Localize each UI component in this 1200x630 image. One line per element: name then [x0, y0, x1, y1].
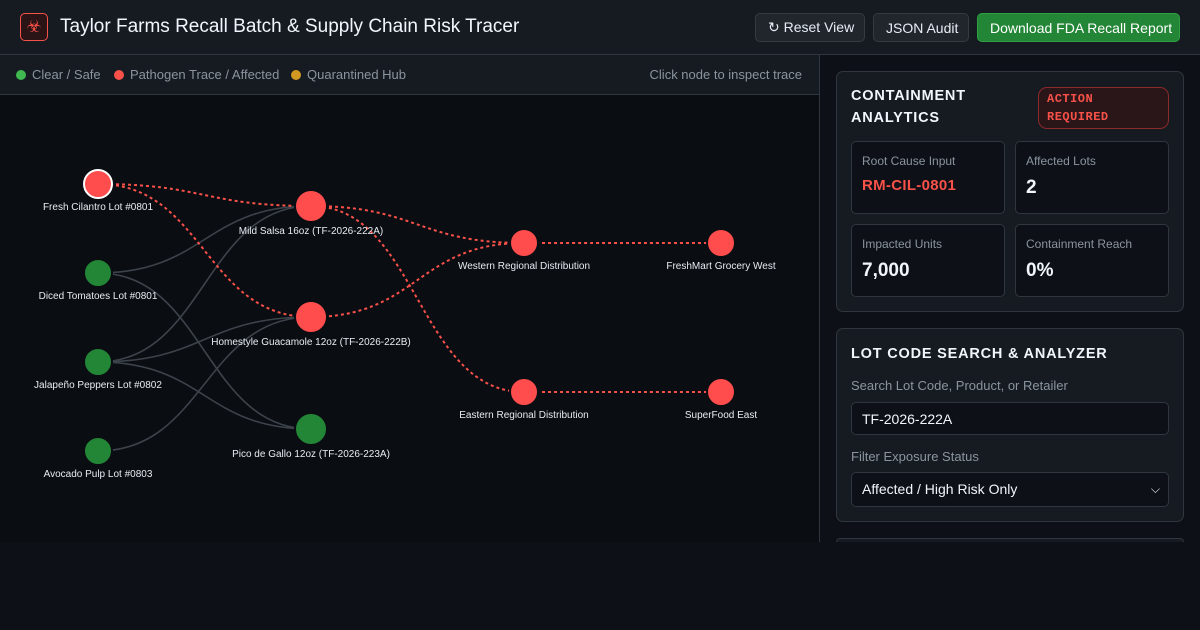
- containment-analytics-card: CONTAINMENT ANALYTICS ACTION REQUIRED Ro…: [836, 71, 1184, 312]
- node-affected[interactable]: [509, 228, 539, 258]
- app-header: ☣ Taylor Farms Recall Batch & Supply Cha…: [0, 0, 1200, 55]
- action-required-badge: ACTION REQUIRED: [1038, 87, 1169, 129]
- stat-value: 0%: [1026, 260, 1054, 281]
- graph-node[interactable]: Avocado Pulp Lot #0803: [44, 436, 153, 480]
- node-affected[interactable]: [294, 189, 328, 223]
- legend-label: Pathogen Trace / Affected: [130, 67, 280, 82]
- node-affected[interactable]: [706, 377, 736, 407]
- legend-item-safe: Clear / Safe: [16, 67, 101, 82]
- reset-view-button[interactable]: ↻ Reset View: [755, 13, 865, 42]
- search-field-label: Search Lot Code, Product, or Retailer: [851, 378, 1068, 393]
- trace-graph-panel: Clear / Safe Pathogen Trace / Affected Q…: [0, 55, 820, 542]
- trace-edge-affected: [310, 242, 525, 318]
- node-label: FreshMart Grocery West: [666, 261, 775, 272]
- legend-dot-affected: [114, 70, 124, 80]
- inspect-hint: Click node to inspect trace: [649, 67, 802, 82]
- filter-field-label: Filter Exposure Status: [851, 449, 979, 464]
- legend-bar: Clear / Safe Pathogen Trace / Affected Q…: [0, 55, 819, 95]
- trace-edge-affected: [97, 183, 312, 318]
- exposure-status-value: Affected / High Risk Only: [862, 481, 1018, 497]
- trace-edge-affected: [310, 205, 525, 244]
- node-safe[interactable]: [83, 258, 113, 288]
- stat-impacted-units: Impacted Units 7,000: [851, 224, 1005, 297]
- trace-edge-affected: [310, 205, 525, 393]
- graph-node[interactable]: Pico de Gallo 12oz (TF-2026-223A): [232, 412, 390, 460]
- json-audit-button[interactable]: JSON Audit: [873, 13, 969, 42]
- trace-edge: [97, 205, 312, 363]
- trace-edge: [97, 205, 312, 274]
- search-title: LOT CODE SEARCH & ANALYZER: [851, 346, 1108, 362]
- graph-edges: [97, 183, 721, 452]
- supply-chain-graph[interactable]: Fresh Cilantro Lot #0801 Diced Tomatoes L…: [0, 95, 819, 542]
- stat-label: Root Cause Input: [862, 154, 956, 168]
- legend-item-affected: Pathogen Trace / Affected: [114, 67, 279, 82]
- node-affected[interactable]: [706, 228, 736, 258]
- biohazard-icon: ☣: [20, 13, 48, 41]
- stat-containment-reach: Containment Reach 0%: [1015, 224, 1169, 297]
- graph-node[interactable]: Diced Tomatoes Lot #0801: [39, 258, 158, 302]
- stat-value: 7,000: [862, 260, 910, 281]
- stat-value: RM-CIL-0801: [862, 177, 957, 194]
- legend-dot-quarantined: [291, 70, 301, 80]
- next-panel-card: [836, 538, 1184, 542]
- analytics-title: CONTAINMENT ANALYTICS: [851, 88, 966, 126]
- node-affected[interactable]: [509, 377, 539, 407]
- node-affected[interactable]: [83, 169, 113, 199]
- stat-label: Impacted Units: [862, 237, 943, 251]
- trace-edge: [97, 272, 312, 430]
- graph-node[interactable]: SuperFood East: [685, 377, 757, 421]
- node-label: Mild Salsa 16oz (TF-2026-222A): [239, 226, 384, 237]
- node-affected[interactable]: [294, 300, 328, 334]
- node-label: Pico de Gallo 12oz (TF-2026-223A): [232, 449, 390, 460]
- trace-edge: [97, 316, 312, 363]
- node-label: Fresh Cilantro Lot #0801: [43, 202, 154, 213]
- trace-edge: [97, 316, 312, 452]
- download-fda-report-button[interactable]: Download FDA Recall Report: [977, 13, 1180, 42]
- lot-search-card: LOT CODE SEARCH & ANALYZER Search Lot Co…: [836, 328, 1184, 522]
- lot-code-search-input[interactable]: [851, 402, 1169, 435]
- node-label: Eastern Regional Distribution: [459, 410, 589, 421]
- graph-node[interactable]: Western Regional Distribution: [458, 228, 590, 272]
- node-label: Homestyle Guacamole 12oz (TF-2026-222B): [211, 337, 411, 348]
- legend-label: Quarantined Hub: [307, 67, 407, 82]
- graph-node[interactable]: FreshMart Grocery West: [666, 228, 776, 272]
- legend-label: Clear / Safe: [32, 67, 101, 82]
- stat-label: Affected Lots: [1026, 154, 1096, 168]
- stat-affected-lots: Affected Lots 2: [1015, 141, 1169, 214]
- stat-root-cause: Root Cause Input RM-CIL-0801: [851, 141, 1005, 214]
- stat-label: Containment Reach: [1026, 237, 1133, 251]
- legend-item-quarantined: Quarantined Hub: [291, 67, 406, 82]
- node-label: SuperFood East: [685, 410, 757, 421]
- trace-edge: [97, 361, 312, 430]
- node-safe[interactable]: [83, 347, 113, 377]
- graph-node[interactable]: Mild Salsa 16oz (TF-2026-222A): [239, 189, 384, 237]
- stat-value: 2: [1026, 177, 1037, 198]
- legend-dot-safe: [16, 70, 26, 80]
- graph-node[interactable]: Eastern Regional Distribution: [459, 377, 589, 421]
- chevron-down-icon: ⌵: [1150, 482, 1160, 496]
- graph-node[interactable]: Jalapeño Peppers Lot #0802: [34, 347, 162, 391]
- graph-node[interactable]: Homestyle Guacamole 12oz (TF-2026-222B): [211, 300, 411, 348]
- node-label: Avocado Pulp Lot #0803: [44, 469, 153, 480]
- node-label: Jalapeño Peppers Lot #0802: [34, 380, 162, 391]
- node-label: Diced Tomatoes Lot #0801: [39, 291, 158, 302]
- exposure-status-select[interactable]: Affected / High Risk Only ⌵: [851, 472, 1169, 507]
- graph-node[interactable]: Fresh Cilantro Lot #0801: [43, 169, 154, 213]
- app-title: Taylor Farms Recall Batch & Supply Chain…: [60, 16, 520, 37]
- node-safe[interactable]: [294, 412, 328, 446]
- node-label: Western Regional Distribution: [458, 261, 590, 272]
- node-safe[interactable]: [83, 436, 113, 466]
